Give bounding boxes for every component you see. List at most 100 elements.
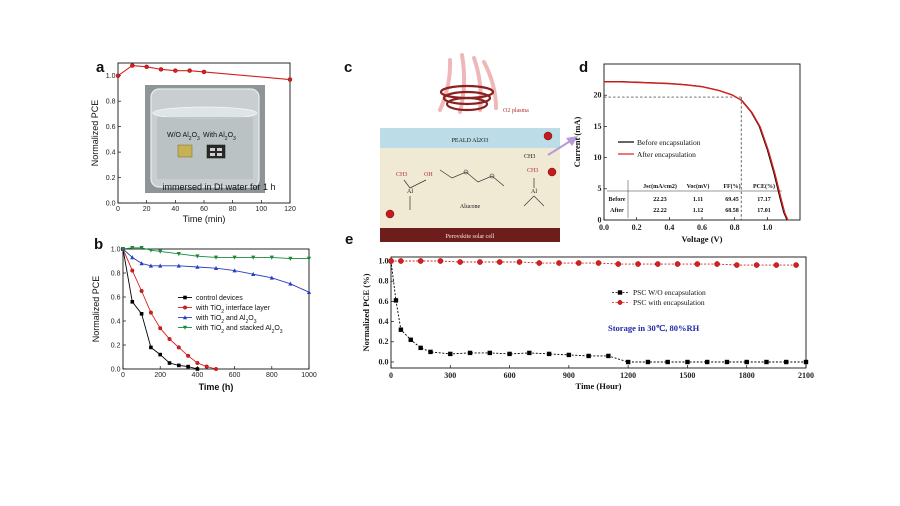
panel-e-point — [398, 327, 404, 332]
panel-e-point — [477, 259, 483, 265]
panel-d-xtick-label: 0.6 — [697, 223, 707, 232]
panel-e-point — [398, 258, 404, 264]
link-arrow-head — [566, 136, 578, 146]
panel-b-ytick-label: 1.0 — [111, 246, 121, 253]
sample-electrode-2 — [217, 148, 222, 151]
panel-e-point — [793, 262, 799, 268]
methyl-label: CH3 — [524, 154, 535, 160]
panel-d-table-header: Voc(mV) — [687, 183, 710, 190]
panel-e-ylabel: Normalized PCE (%) — [361, 273, 371, 351]
panel-e-point — [575, 260, 582, 266]
alucone-label: Alucone — [460, 204, 481, 210]
panel-e-point — [744, 359, 749, 365]
panel-e-point — [393, 298, 399, 303]
panel-b-xtick-label: 800 — [266, 372, 278, 379]
panel-e-point — [714, 261, 720, 267]
panel-b-point — [195, 361, 200, 366]
panel-e-point — [784, 359, 789, 365]
panel-b-point — [232, 255, 237, 260]
panel-b-point — [186, 364, 190, 369]
panel-e-axes — [390, 256, 807, 369]
panel-e-letter: e — [345, 231, 353, 248]
panel-b-point — [176, 345, 181, 350]
reactant-sphere — [547, 167, 557, 177]
panel-e-xtick-label: 0 — [389, 371, 393, 380]
panel-b-point — [148, 263, 153, 268]
panel-e-ytick-label: 0.6 — [379, 297, 389, 306]
panel-e-point — [457, 259, 463, 265]
panel-b-point — [148, 248, 153, 253]
panel-b-point — [177, 363, 181, 368]
panel-a-point — [130, 63, 135, 68]
panel-e-point — [566, 352, 572, 358]
panel-e-point — [773, 262, 780, 268]
panel-d-ylabel: Current (mA) — [572, 117, 582, 168]
panel-d-table-cell: 17.01 — [757, 208, 771, 214]
chain-oxygen-2 — [489, 173, 495, 179]
left-oh-label: OH — [424, 172, 433, 178]
panel-e-legend-label: PSC with encapsulation — [633, 298, 705, 307]
sample-electrode-4 — [217, 153, 222, 156]
sample-electrode-1 — [210, 148, 215, 151]
panel-e-point — [527, 350, 532, 356]
panel-e-point — [496, 259, 503, 265]
panel-b-ylabel: Normalized PCE — [91, 276, 101, 343]
panel-b-point — [158, 352, 162, 357]
panel-a-point — [173, 68, 178, 73]
panel-d-table-header: Jsc(mA/cm2) — [643, 183, 677, 190]
panel-d-table-cell: 69.45 — [725, 197, 739, 203]
panel-b-legend-label: with TiO2 interface layer — [195, 305, 271, 315]
panel-a-xtick-label: 120 — [284, 206, 296, 213]
panel-e-point — [674, 261, 681, 267]
panel-b-legend-marker — [183, 295, 187, 300]
panel-b-point — [158, 249, 163, 254]
panel-b-legend-label: with TiO2 and stacked Al2O3 — [195, 325, 283, 335]
panel-e-legend-marker — [617, 290, 623, 295]
panel-a-ytick-label: 0.0 — [106, 200, 116, 207]
water-body — [157, 117, 253, 179]
reactant-sphere — [543, 131, 553, 141]
panel-b-letter: b — [94, 236, 103, 253]
panel-a: a W/O Al2O3 With Al2O3 immersed in DI water… — [90, 59, 296, 224]
panel-e-point — [685, 359, 690, 365]
panel-e-point — [417, 258, 424, 264]
panel-e-point — [418, 345, 423, 351]
plasma-beam — [472, 56, 483, 112]
panel-b-legend-marker — [182, 305, 187, 310]
panel-b-point — [288, 281, 293, 286]
plasma-beam — [438, 58, 453, 112]
panel-b-point — [120, 247, 126, 252]
panel-b-ytick-label: 0.4 — [111, 318, 121, 325]
panel-a-point — [115, 73, 121, 78]
panel-e-point — [556, 260, 562, 266]
panel-d-table-cell: 22.23 — [653, 197, 667, 203]
panel-a-xtick-label: 40 — [171, 206, 179, 213]
panel-e-xtick-label: 2100 — [798, 371, 814, 380]
panel-b-point — [158, 263, 163, 268]
panel-d-table-cell: 1.12 — [693, 208, 704, 214]
panel-d-ytick-label: 15 — [594, 122, 602, 131]
panel-d-table-cell: 1.11 — [693, 197, 703, 203]
panel-b-point — [195, 264, 200, 269]
panel-e-point — [586, 353, 591, 359]
panel-a-xtick-label: 0 — [116, 206, 120, 213]
panel-e-legend-label: PSC W/O encapsulation — [633, 288, 706, 297]
panel-e-point — [437, 258, 444, 264]
sample-electrode-3 — [210, 153, 215, 156]
panel-b-point — [213, 265, 219, 270]
left-al-label: Al — [407, 189, 413, 195]
plasma-beam — [482, 60, 498, 110]
panel-a-xtick-label: 20 — [143, 206, 151, 213]
panel-b-point — [130, 268, 135, 273]
panel-e-point — [507, 351, 512, 357]
panel-d-legend-label: After encapsulation — [637, 150, 696, 159]
panel-b-xtick-label: 0 — [121, 372, 125, 379]
panel-e-ytick-label: 0.4 — [379, 317, 389, 326]
panel-b-point — [269, 255, 274, 260]
panel-e-point — [516, 259, 523, 265]
panel-b-point — [139, 246, 144, 251]
panel-e-point — [694, 261, 701, 267]
alucone-chain — [439, 169, 505, 187]
panel-a-xlabel: Time (min) — [183, 214, 226, 224]
